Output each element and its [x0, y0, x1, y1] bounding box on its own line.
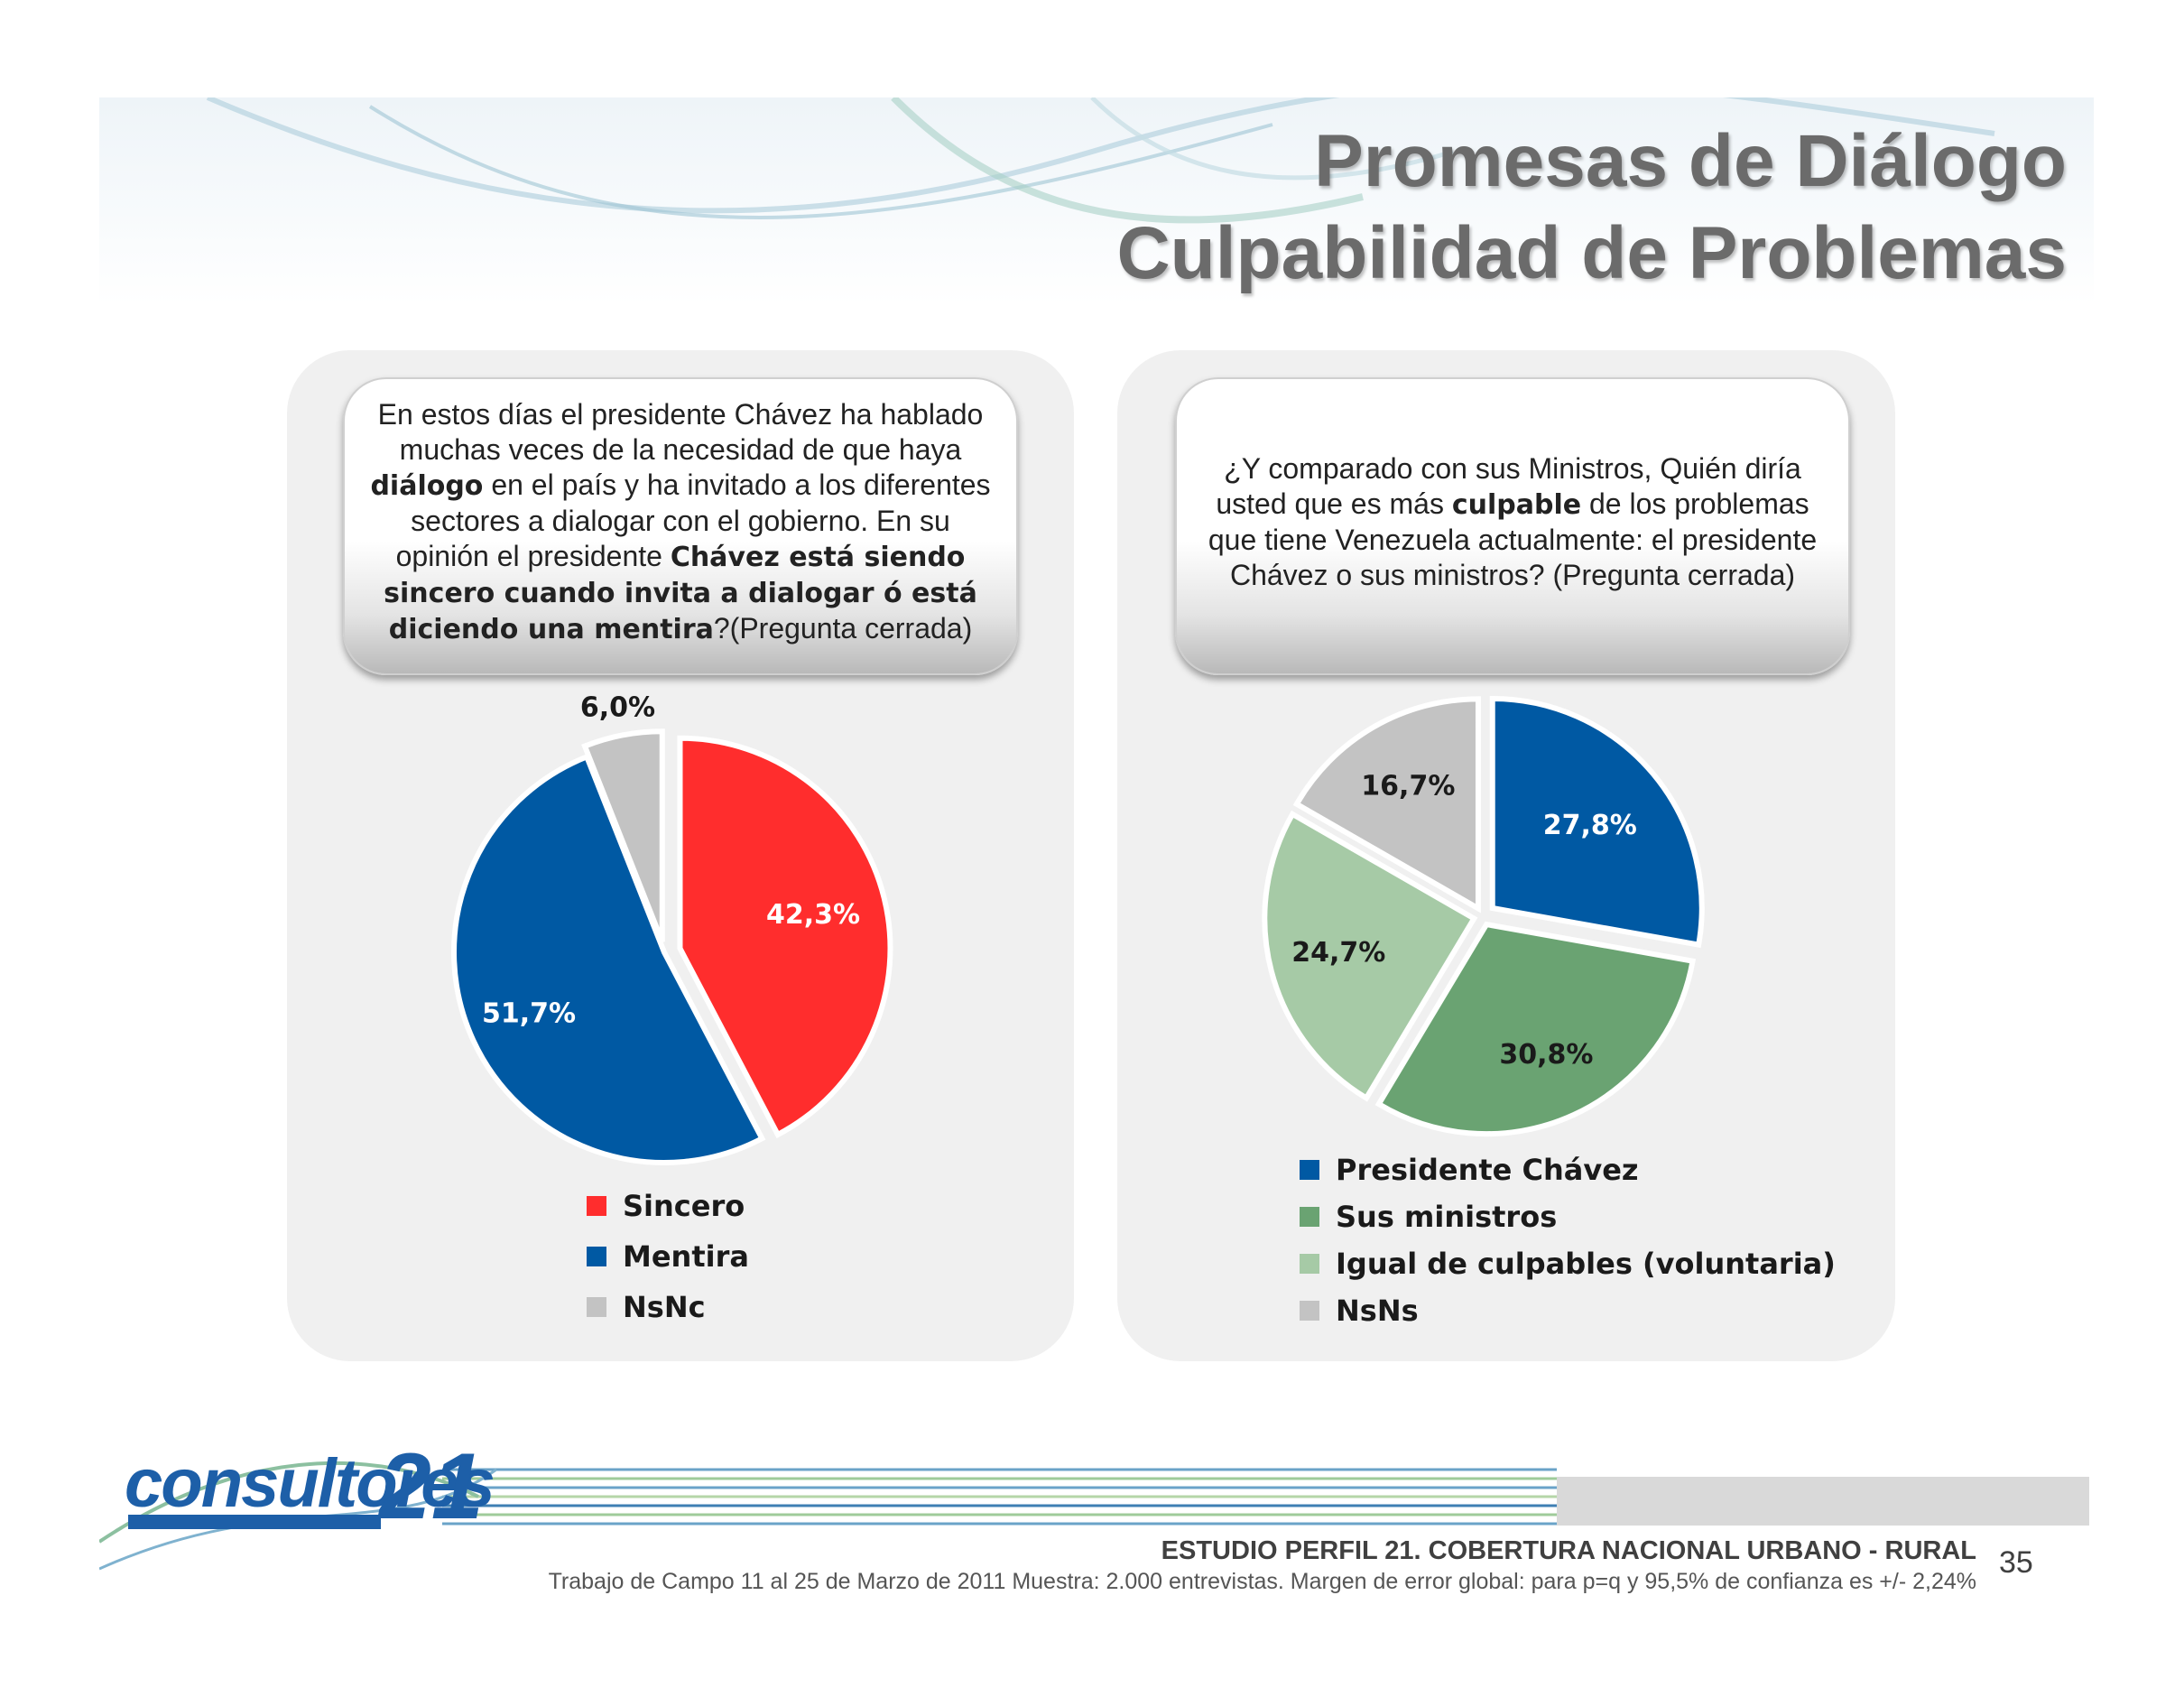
left-question-bold: diálogo [370, 469, 484, 502]
right-question-text: ¿Y comparado con sus Ministros, Quién di… [1200, 451, 1825, 593]
consultores-logo-number: 21 [379, 1434, 484, 1539]
legend-swatch [1300, 1301, 1319, 1321]
pie-slice-mentira [451, 753, 766, 1165]
right-chart-legend: Presidente Chávez Sus ministros Igual de c… [1300, 1146, 1836, 1334]
page-number: 35 [1999, 1545, 2033, 1580]
fieldwork-note: Trabajo de Campo 11 al 25 de Marzo de 20… [548, 1569, 1976, 1594]
data-label: 24,7% [1291, 937, 1385, 969]
legend-swatch [1300, 1207, 1319, 1227]
left-question-box: En estos días el presidente Chávez ha ha… [343, 377, 1018, 675]
left-question-part: En estos días el presidente Chávez ha ha… [377, 397, 984, 466]
data-label: 27,8% [1543, 810, 1637, 841]
right-pie-chart: 27,8% 30,8% 24,7% 16,7% [1262, 696, 1705, 1137]
legend-item: Mentira [587, 1231, 749, 1282]
header-banner [99, 97, 2094, 305]
pie-slice-sincero [677, 735, 893, 1139]
legend-label: Sus ministros [1336, 1200, 1558, 1234]
title-line-2: Culpabilidad de Problemas [1116, 212, 2067, 294]
data-label: 16,7% [1361, 771, 1455, 802]
legend-swatch [587, 1297, 606, 1317]
left-chart-legend: Sincero Mentira NsNc [587, 1181, 749, 1332]
legend-item: Sus ministros [1300, 1193, 1836, 1240]
pie-slice-nsns [1292, 696, 1481, 914]
legend-label: Igual de culpables (voluntaria) [1336, 1247, 1836, 1281]
legend-item: Igual de culpables (voluntaria) [1300, 1240, 1836, 1287]
pie-slice-presidente-ch-vez [1489, 696, 1705, 949]
data-label: 42,3% [766, 899, 860, 931]
legend-swatch [587, 1247, 606, 1266]
legend-item: Presidente Chávez [1300, 1146, 1836, 1193]
data-label: 51,7% [482, 997, 576, 1029]
legend-swatch [1300, 1160, 1319, 1180]
page-title: Promesas de Diálogo Culpabilidad de Prob… [1116, 116, 2067, 300]
pie-slice-igual-de-culpables-voluntaria- [1262, 810, 1478, 1102]
pie-slice-sus-ministros [1374, 921, 1697, 1137]
data-label: 6,0% [580, 691, 655, 723]
footer-stripes-graphic [99, 1461, 1557, 1571]
right-question-box: ¿Y comparado con sus Ministros, Quién di… [1175, 377, 1850, 675]
study-title: ESTUDIO PERFIL 21. COBERTURA NACIONAL UR… [1161, 1536, 1976, 1565]
footer-gray-bar [1557, 1477, 2089, 1526]
title-line-1: Promesas de Diálogo [1314, 120, 2067, 202]
left-question-bold: Chávez está siendo sincero cuando invita… [384, 541, 977, 645]
legend-label: Mentira [623, 1239, 749, 1274]
legend-label: Presidente Chávez [1336, 1153, 1639, 1187]
banner-swirl-graphic [206, 97, 1995, 224]
data-label: 30,8% [1499, 1039, 1593, 1071]
pie-slice-nsnc [581, 728, 665, 943]
right-question-part: ¿Y comparado con sus Ministros, Quién di… [1216, 451, 1801, 520]
legend-item: NsNs [1300, 1287, 1836, 1334]
left-question-part: en el país y ha invitado a los diferente… [395, 468, 991, 572]
legend-swatch [587, 1196, 606, 1216]
legend-item: NsNc [587, 1282, 749, 1332]
right-question-bold: culpable [1451, 488, 1582, 521]
legend-swatch [1300, 1254, 1319, 1274]
logo-tagline-strip [128, 1515, 381, 1529]
right-question-part: de los problemas que tiene Venezuela act… [1208, 487, 1818, 591]
legend-label: NsNc [623, 1290, 706, 1324]
left-question-text: En estos días el presidente Chávez ha ha… [368, 397, 993, 647]
legend-label: NsNs [1336, 1294, 1419, 1328]
legend-item: Sincero [587, 1181, 749, 1231]
legend-label: Sincero [623, 1189, 745, 1223]
left-pie-chart: 42,3% 51,7% 6,0% [451, 691, 893, 1165]
consultores-logo: consultores [125, 1445, 495, 1522]
left-question-part: ?(Pregunta cerrada) [713, 611, 973, 645]
